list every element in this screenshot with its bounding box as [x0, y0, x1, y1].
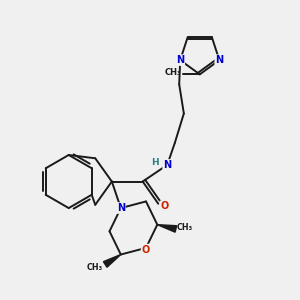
Text: N: N: [215, 55, 223, 65]
Text: N: N: [176, 55, 184, 65]
Text: CH₃: CH₃: [177, 223, 193, 232]
Text: O: O: [142, 244, 150, 254]
Text: N: N: [117, 203, 125, 213]
Text: H: H: [151, 158, 158, 167]
Text: CH₃: CH₃: [86, 262, 103, 272]
Text: CH₃: CH₃: [164, 68, 181, 76]
Polygon shape: [103, 254, 121, 267]
Text: O: O: [160, 201, 168, 212]
Text: N: N: [163, 160, 171, 170]
Polygon shape: [157, 225, 177, 232]
